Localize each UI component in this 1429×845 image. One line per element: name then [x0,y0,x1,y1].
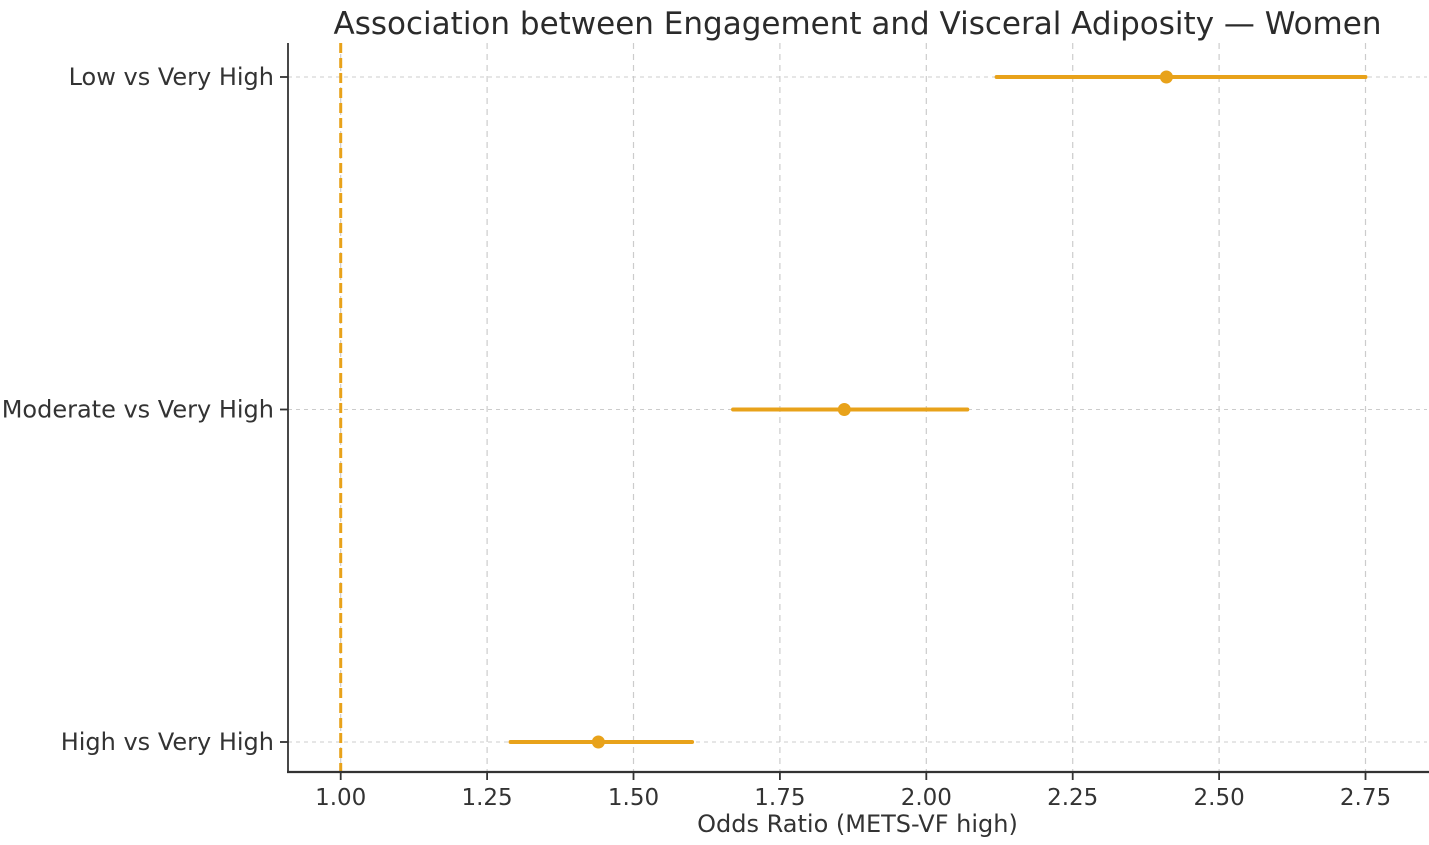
y-category-label: Low vs Very High [69,63,274,91]
y-category-label: High vs Very High [61,728,274,756]
x-tick-label: 1.25 [461,785,512,811]
x-tick-label: 1.75 [754,785,805,811]
x-tick-label: 2.00 [901,785,952,811]
x-axis-label: Odds Ratio (METS-VF high) [697,810,1018,838]
chart-title: Association between Engagement and Visce… [333,6,1382,42]
odds-ratio-point [1159,70,1173,84]
x-tick-label: 1.50 [608,785,659,811]
odds-ratio-point [837,403,851,416]
odds-ratio-point [591,735,605,749]
x-tick-label: 2.50 [1194,785,1245,811]
x-tick-label: 2.25 [1047,785,1098,811]
x-tick-label: 1.00 [315,785,366,811]
x-tick-label: 2.75 [1340,785,1391,811]
y-category-label: Moderate vs Very High [2,396,274,424]
